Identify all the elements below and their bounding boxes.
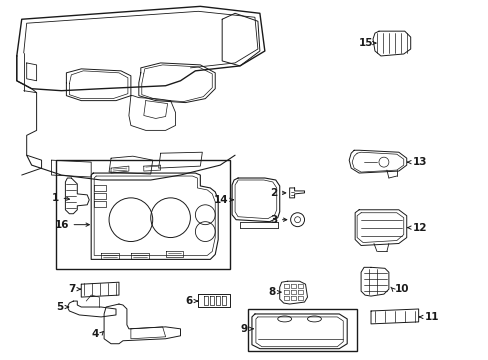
Text: 4: 4 bbox=[92, 329, 99, 339]
Text: 16: 16 bbox=[55, 220, 69, 230]
Bar bbox=[247, 309, 356, 351]
Text: 5: 5 bbox=[56, 302, 63, 312]
Text: 14: 14 bbox=[213, 195, 228, 205]
Text: 11: 11 bbox=[424, 312, 438, 322]
Text: 6: 6 bbox=[185, 296, 192, 306]
Text: 8: 8 bbox=[268, 287, 275, 297]
Text: 9: 9 bbox=[241, 324, 247, 334]
Text: 1: 1 bbox=[52, 193, 60, 203]
Text: 3: 3 bbox=[270, 215, 277, 225]
Text: 15: 15 bbox=[358, 38, 372, 48]
Text: 12: 12 bbox=[412, 222, 427, 233]
Bar bbox=[56, 160, 230, 269]
Text: 7: 7 bbox=[68, 284, 75, 294]
Text: 2: 2 bbox=[270, 188, 277, 198]
Text: 10: 10 bbox=[394, 284, 408, 294]
Text: 13: 13 bbox=[412, 157, 427, 167]
